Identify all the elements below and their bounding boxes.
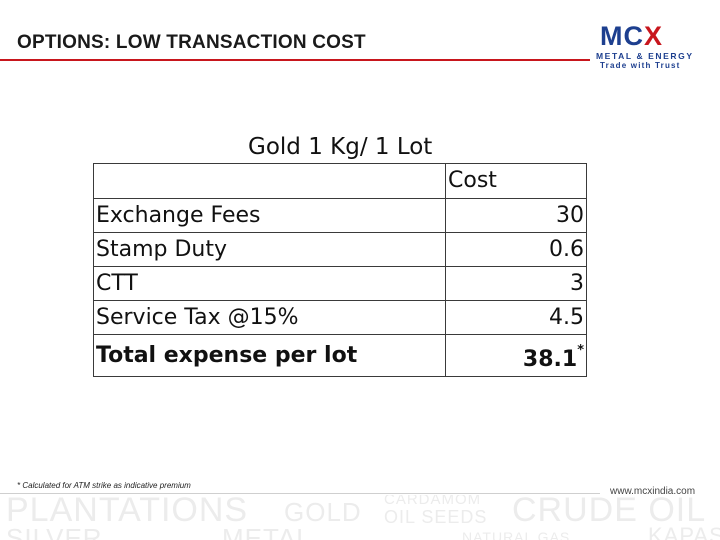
row-value: 0.6 — [445, 232, 587, 267]
row-value: 4.5 — [445, 300, 587, 335]
row-label: Service Tax @15% — [93, 300, 446, 335]
table-row: Service Tax @15% 4.5 — [93, 300, 587, 335]
row-value: 30 — [445, 198, 587, 233]
table-row: Stamp Duty 0.6 — [93, 232, 587, 267]
watermark-word: CRUDE OIL — [512, 495, 707, 529]
watermark-word: GOLD — [284, 497, 362, 527]
footnote: * Calculated for ATM strike as indicativ… — [17, 481, 191, 490]
table-row: Exchange Fees 30 — [93, 198, 587, 233]
logo-brand-x: X — [644, 21, 664, 51]
logo-subtitle: METAL & ENERGY — [596, 51, 694, 61]
cost-column-header: Cost — [445, 163, 587, 199]
total-row: Total expense per lot 38.1* — [93, 334, 587, 377]
watermark-word: NATURAL GAS — [462, 529, 571, 540]
row-label: Stamp Duty — [93, 232, 446, 267]
cost-table: Cost Exchange Fees 30 Stamp Duty 0.6 CTT… — [93, 163, 587, 377]
watermark-word: METAL — [222, 523, 312, 540]
total-label: Total expense per lot — [93, 334, 446, 377]
footnote-marker: * — [577, 343, 584, 358]
row-value: 3 — [445, 266, 587, 301]
row-label: Exchange Fees — [93, 198, 446, 233]
page-title: OPTIONS: LOW TRANSACTION COST — [17, 32, 366, 53]
watermark-word: KAPAS — [648, 523, 720, 540]
table-row: CTT 3 — [93, 266, 587, 301]
watermark-word: OIL SEEDS — [384, 507, 488, 527]
header-blank-cell — [93, 163, 446, 199]
title-divider — [0, 59, 590, 61]
website-url: www.mcxindia.com — [610, 486, 696, 497]
watermark-band: PLANTATIONS GOLD CARDAMOM OIL SEEDS CRUD… — [0, 495, 720, 540]
footer-divider — [0, 493, 600, 494]
logo-tagline: Trade with Trust — [600, 61, 681, 70]
table-heading: Gold 1 Kg/ 1 Lot — [248, 134, 433, 160]
watermark-word: PLANTATIONS — [6, 495, 249, 529]
total-value-cell: 38.1* — [445, 334, 587, 377]
mcx-logo: MCX METAL & ENERGY Trade with Trust — [594, 22, 704, 70]
table-header-row: Cost — [93, 163, 587, 199]
logo-brand: MCX — [600, 21, 664, 51]
watermark-word: CARDAMOM — [384, 495, 482, 508]
row-label: CTT — [93, 266, 446, 301]
watermark-word: SILVER — [6, 523, 103, 540]
total-value: 38.1 — [522, 347, 578, 372]
